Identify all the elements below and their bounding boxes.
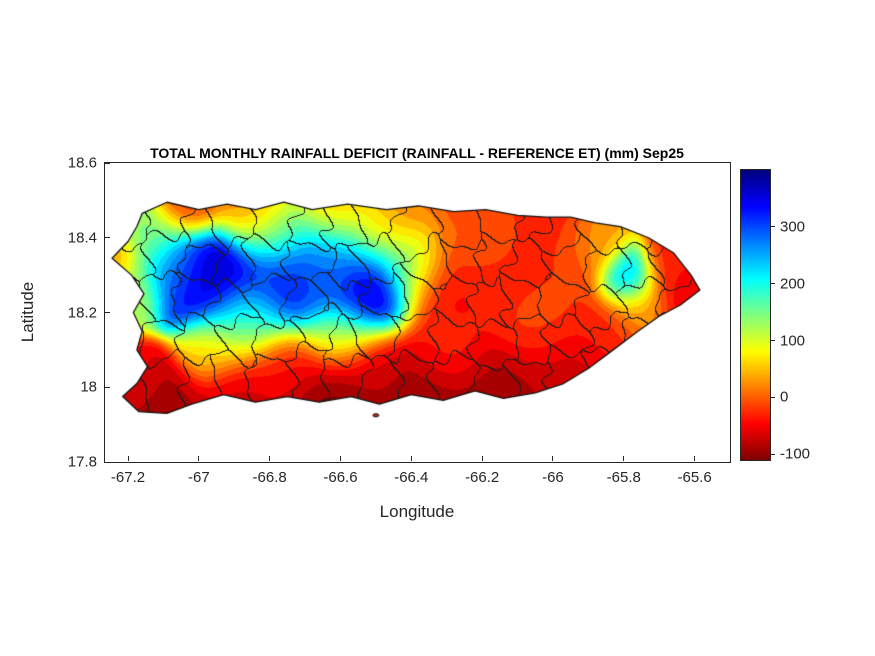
x-tick-label: -65.8 (606, 469, 641, 486)
colorbar-tick-mark (771, 283, 775, 285)
x-tick-label: -66 (542, 469, 564, 486)
x-tick-mark (481, 456, 483, 461)
colorbar-frame (740, 169, 771, 461)
x-tick-label: -66.2 (465, 469, 500, 486)
y-tick-label: 18.6 (67, 154, 97, 172)
y-tick-mark (105, 162, 110, 164)
x-tick-mark (694, 456, 696, 461)
x-tick-mark (339, 456, 341, 461)
y-tick-mark (105, 237, 110, 239)
y-tick-label: 18.4 (67, 229, 97, 247)
x-tick-label: -65.6 (677, 469, 712, 486)
x-tick-label: -67.2 (110, 469, 146, 486)
colorbar-tick-label: 300 (780, 218, 806, 236)
colorbar-tick-label: -100 (780, 445, 811, 463)
y-tick-mark (105, 386, 110, 388)
colorbar-tick-mark (771, 226, 775, 228)
y-axis-label: Latitude (18, 281, 37, 343)
axes-box (104, 162, 731, 463)
x-tick-mark (127, 456, 129, 461)
y-tick-mark (105, 461, 110, 463)
x-axis-label: Longitude (379, 502, 455, 521)
colorbar-tick-label: 200 (780, 275, 806, 293)
y-tick-label: 17.8 (67, 453, 97, 471)
x-tick-label: -67 (187, 469, 210, 486)
colorbar-canvas (741, 170, 770, 460)
x-tick-label: -66.6 (323, 469, 358, 486)
x-tick-label: -66.4 (394, 469, 429, 486)
colorbar-tick-mark (771, 340, 775, 342)
colorbar-tick-mark (771, 396, 775, 398)
x-tick-mark (623, 456, 625, 461)
y-tick-label: 18.2 (67, 304, 97, 321)
map-canvas (105, 163, 730, 462)
x-tick-label: -66.8 (252, 469, 287, 486)
colorbar-tick-label: 100 (780, 332, 806, 350)
x-tick-mark (552, 456, 554, 461)
colorbar-tick-label: 0 (780, 388, 789, 406)
colorbar-tick-mark (771, 453, 775, 455)
x-tick-mark (269, 456, 271, 461)
y-tick-mark (105, 312, 110, 313)
x-tick-mark (198, 456, 200, 461)
x-tick-mark (410, 456, 412, 461)
chart-title: TOTAL MONTHLY RAINFALL DEFICIT (RAINFALL… (150, 145, 684, 161)
y-tick-label: 18 (80, 378, 97, 396)
